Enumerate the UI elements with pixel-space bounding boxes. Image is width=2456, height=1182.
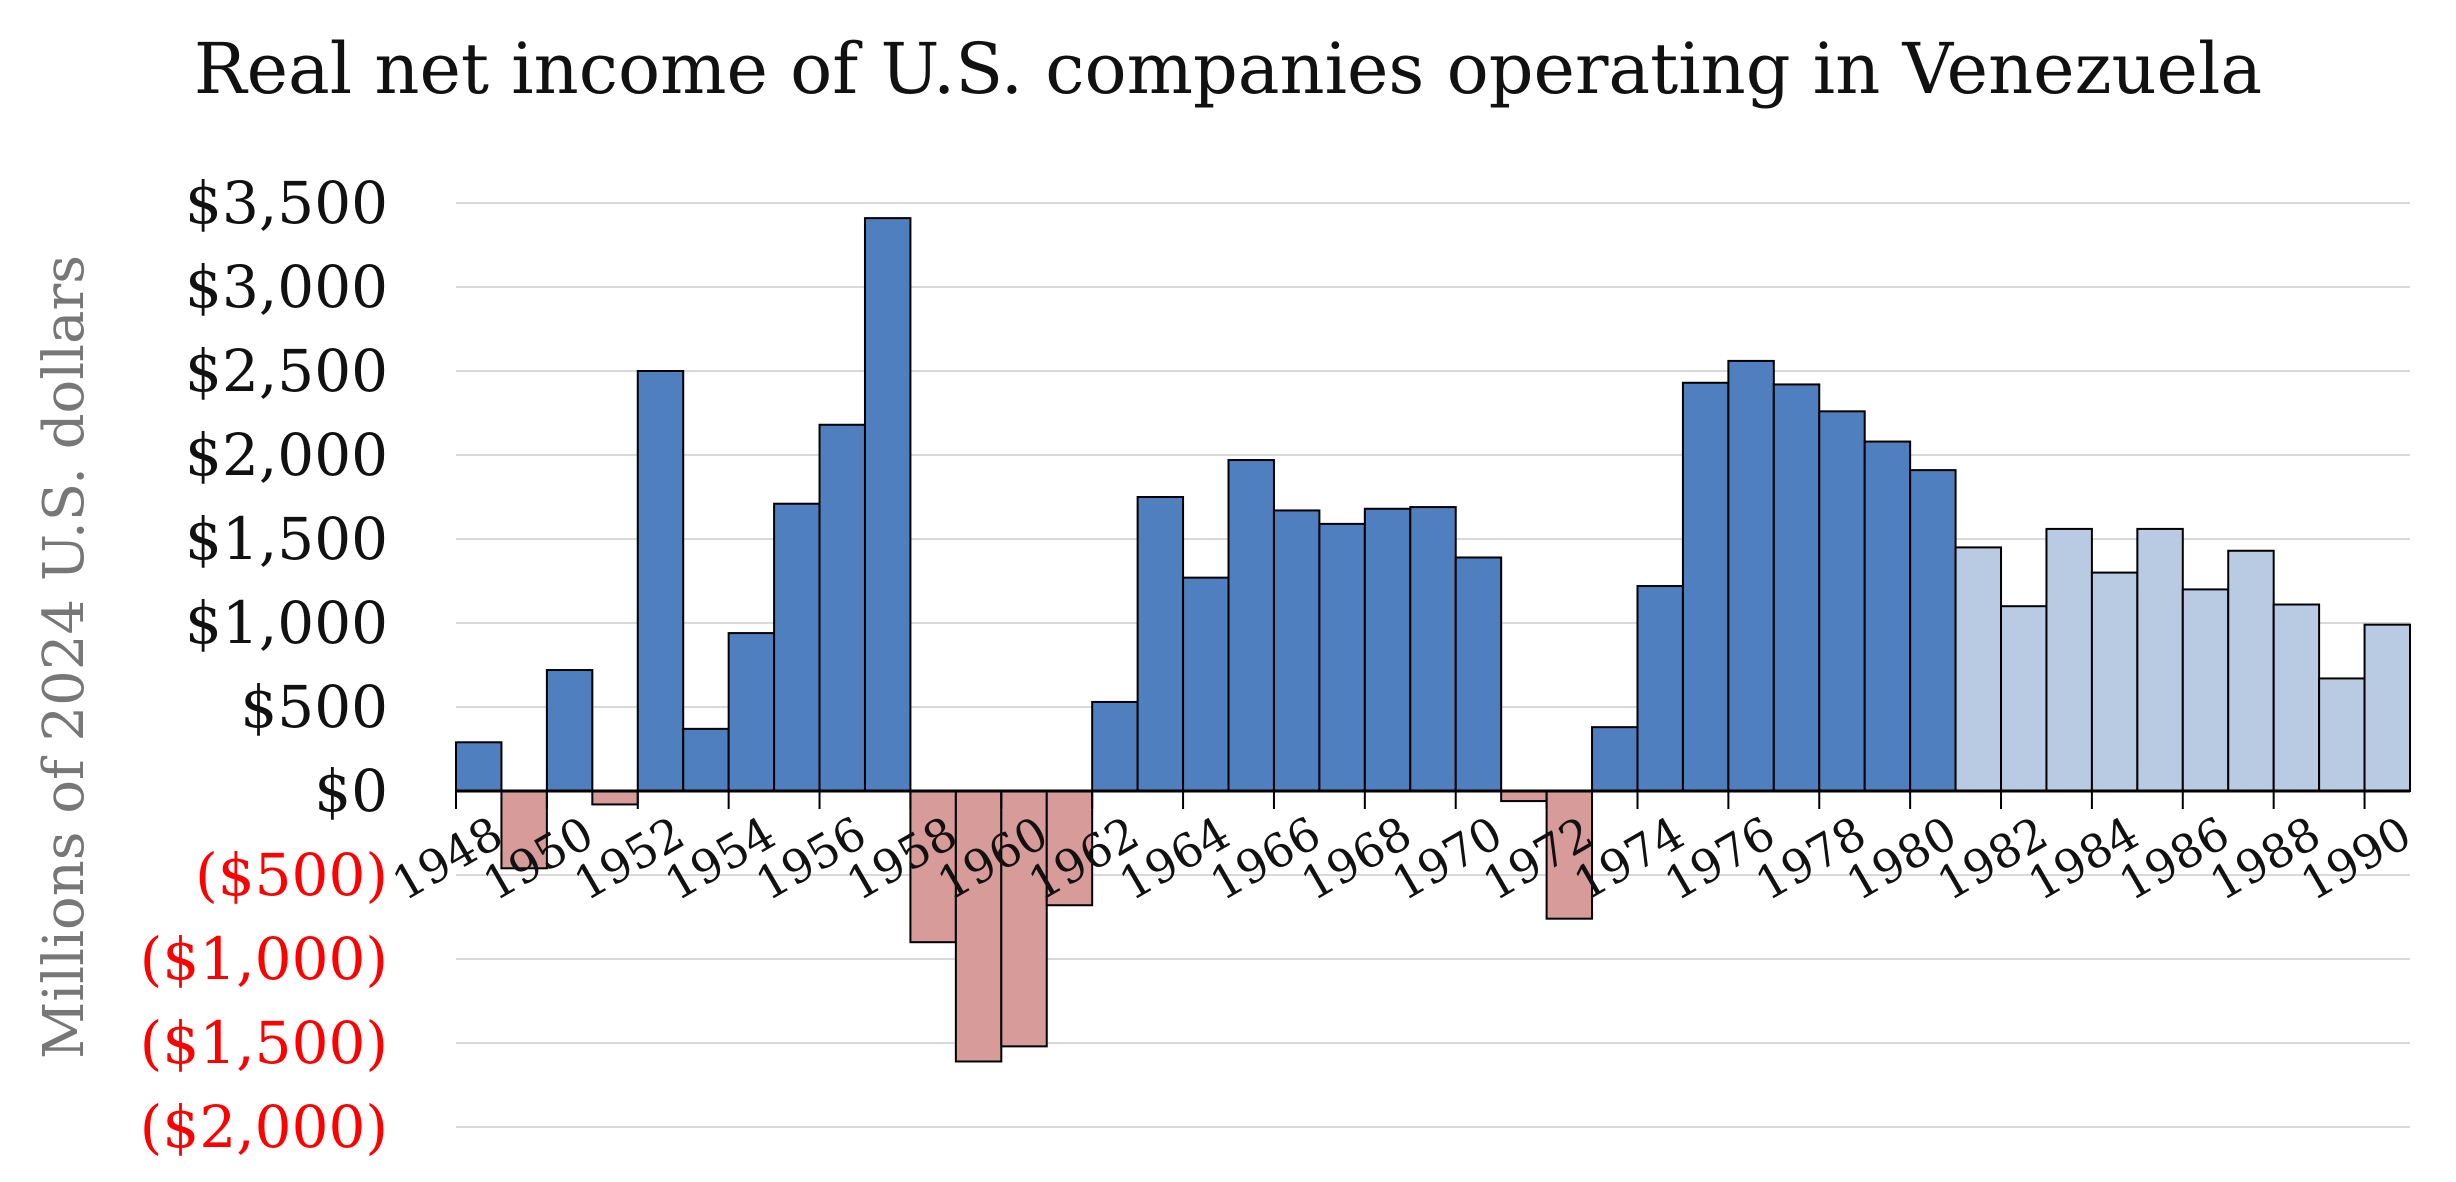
bar-1949	[500, 790, 548, 870]
bar-1987	[2227, 549, 2275, 793]
bar-1973	[1591, 726, 1639, 792]
bar-1971	[1500, 790, 1548, 803]
bar-1978	[1818, 410, 1866, 792]
bar-1961	[1045, 790, 1094, 907]
y-axis-label: Millions of 2024 U.S. dollars	[32, 255, 97, 1059]
bar-1985	[2136, 527, 2184, 792]
x-tick-labels: 1948195019521954195619581960196219641966…	[383, 806, 2420, 911]
bar-1962	[1091, 700, 1139, 793]
gridlines	[456, 202, 2410, 1128]
bars	[455, 217, 2411, 1063]
y-tick-label: $500	[240, 673, 388, 741]
bar-1967	[1318, 522, 1366, 792]
y-tick-label: $1,000	[185, 589, 388, 657]
y-tick-label: ($1,000)	[140, 925, 388, 993]
y-tick-label: ($1,500)	[140, 1009, 388, 1077]
bar-1988	[2272, 603, 2321, 793]
bar-1960	[1000, 790, 1048, 1048]
y-tick-label: $2,000	[185, 421, 388, 489]
bar-1984	[2090, 571, 2139, 792]
bar-1972	[1545, 790, 1594, 920]
bar-1976	[1727, 359, 1775, 792]
bar-1948	[455, 741, 503, 793]
y-tick-label: ($500)	[195, 841, 388, 909]
bar-1986	[2181, 588, 2230, 793]
bar-1980	[1909, 469, 1957, 792]
bar-1957	[863, 217, 912, 792]
chart-title: Real net income of U.S. companies operat…	[193, 28, 2263, 110]
y-tick-labels: $3,500 $3,000 $2,500 $2,000 $1,500 $1,000 $500…	[140, 169, 388, 1161]
bar-1955	[773, 502, 821, 792]
bar-1968	[1363, 507, 1412, 792]
bar-1975	[1681, 381, 1730, 792]
bar-1989	[2318, 677, 2366, 792]
bar-1966	[1272, 509, 1321, 792]
bar-1950	[545, 669, 594, 792]
bar-1983	[2045, 527, 2093, 792]
bar-1974	[1636, 585, 1684, 792]
bar-1982	[2000, 605, 2048, 793]
bar-1956	[818, 423, 866, 792]
y-tick-label: ($2,000)	[140, 1093, 388, 1161]
bar-1977	[1772, 383, 1821, 792]
y-tick-label: $0	[314, 757, 388, 825]
bar-1952	[636, 370, 685, 792]
bar-1990	[2363, 623, 2411, 792]
bar-1954	[727, 632, 776, 793]
bar-1970	[1454, 556, 1503, 792]
bar-1969	[1409, 506, 1457, 792]
axes	[455, 789, 2410, 809]
bar-1963	[1136, 496, 1185, 792]
bar-1953	[682, 727, 730, 793]
bar-1981	[1954, 546, 2003, 793]
y-tick-label: $3,000	[185, 253, 388, 321]
y-tick-label: $1,500	[185, 505, 388, 573]
bar-1965	[1227, 459, 1275, 792]
bar-1951	[591, 790, 639, 806]
y-tick-label: $3,500	[185, 169, 388, 237]
bar-1979	[1863, 440, 1912, 792]
bar-1964	[1182, 576, 1230, 793]
y-tick-label: $2,500	[185, 337, 388, 405]
